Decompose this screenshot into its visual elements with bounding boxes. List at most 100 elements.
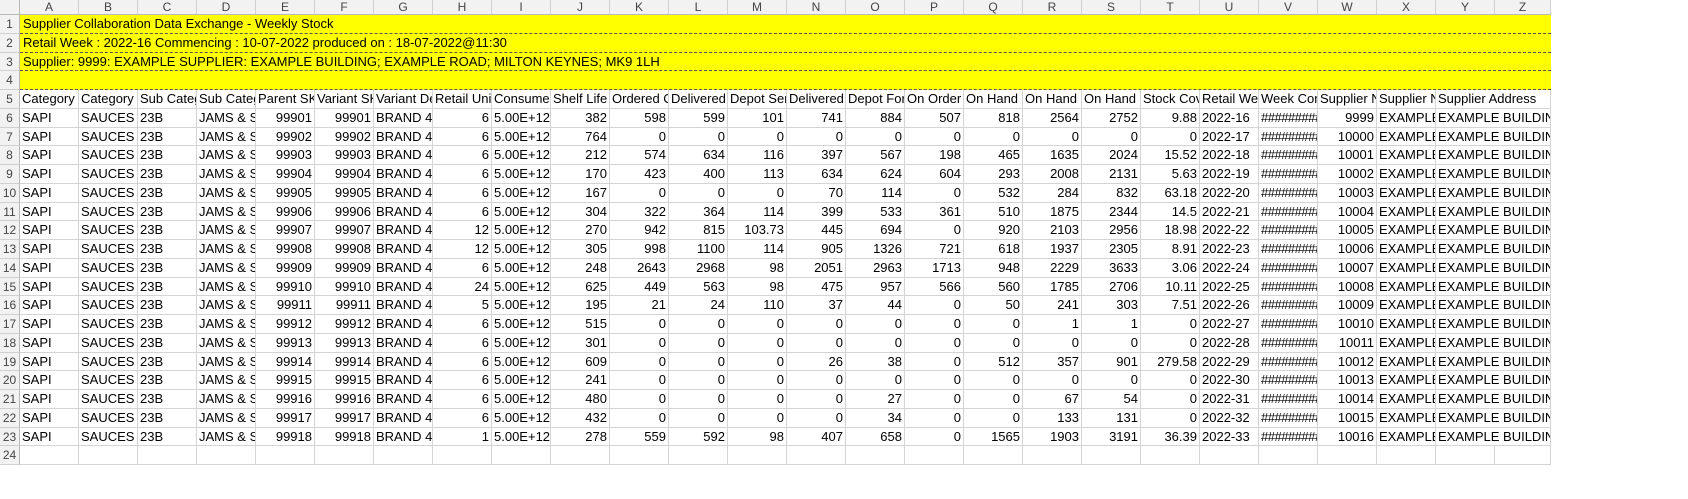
column-title-cell[interactable]: Sub Categ bbox=[197, 90, 256, 109]
table-cell[interactable]: EXAMPLE bbox=[1377, 258, 1436, 278]
table-cell[interactable]: 114 bbox=[846, 183, 905, 203]
table-cell[interactable]: 957 bbox=[846, 277, 905, 297]
table-cell[interactable]: 818 bbox=[964, 108, 1023, 128]
table-cell[interactable]: 99901 bbox=[256, 108, 315, 128]
row-header-11[interactable]: 11 bbox=[0, 202, 20, 222]
table-cell[interactable]: SAPI bbox=[20, 108, 79, 128]
table-cell[interactable]: 0 bbox=[787, 371, 846, 390]
row-header-2[interactable]: 2 bbox=[0, 33, 20, 53]
table-cell[interactable]: 0 bbox=[1082, 127, 1141, 147]
table-cell[interactable]: 2564 bbox=[1023, 108, 1082, 128]
table-cell[interactable]: 67 bbox=[1023, 390, 1082, 409]
table-cell[interactable]: 357 bbox=[1023, 352, 1082, 372]
table-cell[interactable]: 303 bbox=[1082, 296, 1141, 315]
table-cell[interactable]: 618 bbox=[964, 240, 1023, 259]
table-cell[interactable]: 423 bbox=[610, 165, 669, 184]
empty-cell[interactable] bbox=[669, 446, 728, 465]
table-cell[interactable]: 5.00E+12 bbox=[492, 427, 551, 447]
table-cell[interactable]: 99915 bbox=[256, 371, 315, 390]
table-cell[interactable]: 0 bbox=[787, 390, 846, 409]
table-cell[interactable]: 0 bbox=[905, 183, 964, 203]
column-title-cell[interactable]: Delivered bbox=[787, 90, 846, 109]
table-cell[interactable]: 599 bbox=[669, 108, 728, 128]
table-cell[interactable]: EXAMPLE bbox=[1377, 183, 1436, 203]
column-header-i[interactable]: I bbox=[492, 0, 551, 15]
empty-cell[interactable] bbox=[256, 446, 315, 465]
table-cell[interactable]: 0 bbox=[846, 315, 905, 334]
table-cell[interactable]: 37 bbox=[787, 296, 846, 315]
column-header-o[interactable]: O bbox=[846, 0, 905, 15]
table-cell[interactable]: JAMS & SF bbox=[197, 165, 256, 184]
table-cell[interactable]: ######### bbox=[1259, 108, 1318, 128]
banner-line1[interactable]: Supplier Collaboration Data Exchange - W… bbox=[20, 15, 1551, 34]
table-cell[interactable]: BRAND 40 bbox=[374, 258, 433, 278]
table-cell[interactable]: 2229 bbox=[1023, 258, 1082, 278]
table-cell[interactable]: 6 bbox=[433, 390, 492, 409]
table-cell[interactable]: 34 bbox=[846, 408, 905, 428]
table-cell[interactable]: 293 bbox=[964, 165, 1023, 184]
table-cell[interactable]: BRAND 40 bbox=[374, 165, 433, 184]
table-cell[interactable]: 5.00E+12 bbox=[492, 352, 551, 372]
table-cell[interactable]: 533 bbox=[846, 202, 905, 222]
table-cell[interactable]: 5.00E+12 bbox=[492, 108, 551, 128]
table-cell[interactable]: EXAMPLE BUILDING; bbox=[1436, 390, 1551, 409]
column-header-e[interactable]: E bbox=[256, 0, 315, 15]
row-header-18[interactable]: 18 bbox=[0, 333, 20, 353]
empty-cell[interactable] bbox=[433, 446, 492, 465]
column-title-cell[interactable]: On Order bbox=[905, 90, 964, 109]
table-cell[interactable]: 99908 bbox=[315, 240, 374, 259]
table-cell[interactable]: 27 bbox=[846, 390, 905, 409]
table-cell[interactable]: 99912 bbox=[256, 315, 315, 334]
table-cell[interactable]: 99910 bbox=[256, 277, 315, 297]
table-cell[interactable]: SAUCES & bbox=[79, 390, 138, 409]
table-cell[interactable]: 6 bbox=[433, 258, 492, 278]
table-cell[interactable]: JAMS & SF bbox=[197, 277, 256, 297]
table-cell[interactable]: JAMS & SF bbox=[197, 315, 256, 334]
table-cell[interactable]: 23B bbox=[138, 296, 197, 315]
table-cell[interactable]: 0 bbox=[1023, 127, 1082, 147]
table-cell[interactable]: ######### bbox=[1259, 202, 1318, 222]
table-cell[interactable]: 6 bbox=[433, 408, 492, 428]
empty-cell[interactable] bbox=[846, 446, 905, 465]
column-header-n[interactable]: N bbox=[787, 0, 846, 15]
table-cell[interactable]: 2022-30 bbox=[1200, 371, 1259, 390]
table-cell[interactable]: 54 bbox=[1082, 390, 1141, 409]
table-cell[interactable]: EXAMPLE bbox=[1377, 202, 1436, 222]
table-cell[interactable]: 98 bbox=[728, 427, 787, 447]
column-title-cell[interactable]: On Hand C bbox=[1023, 90, 1082, 109]
table-cell[interactable]: 0 bbox=[964, 390, 1023, 409]
table-cell[interactable]: ######### bbox=[1259, 277, 1318, 297]
column-title-cell[interactable]: Depot Ser bbox=[728, 90, 787, 109]
table-cell[interactable]: 70 bbox=[787, 183, 846, 203]
table-cell[interactable]: 0 bbox=[846, 127, 905, 147]
table-cell[interactable]: 449 bbox=[610, 277, 669, 297]
table-cell[interactable]: 10002 bbox=[1318, 165, 1377, 184]
table-cell[interactable]: 432 bbox=[551, 408, 610, 428]
table-cell[interactable]: ######### bbox=[1259, 352, 1318, 372]
table-cell[interactable]: 114 bbox=[728, 202, 787, 222]
column-title-cell[interactable]: Variant De bbox=[374, 90, 433, 109]
table-cell[interactable]: 7.51 bbox=[1141, 296, 1200, 315]
empty-cell[interactable] bbox=[1318, 446, 1377, 465]
table-cell[interactable]: ######### bbox=[1259, 408, 1318, 428]
table-cell[interactable]: 0 bbox=[610, 390, 669, 409]
table-cell[interactable]: 2963 bbox=[846, 258, 905, 278]
table-cell[interactable]: 5.00E+12 bbox=[492, 221, 551, 240]
table-cell[interactable]: 6 bbox=[433, 146, 492, 165]
table-cell[interactable]: 2643 bbox=[610, 258, 669, 278]
column-header-j[interactable]: J bbox=[551, 0, 610, 15]
table-cell[interactable]: 0 bbox=[728, 127, 787, 147]
table-cell[interactable]: BRAND 40 bbox=[374, 371, 433, 390]
table-cell[interactable]: 2022-27 bbox=[1200, 315, 1259, 334]
table-cell[interactable]: SAPI bbox=[20, 277, 79, 297]
table-cell[interactable]: 270 bbox=[551, 221, 610, 240]
table-cell[interactable]: 0 bbox=[1082, 333, 1141, 353]
table-cell[interactable]: 1 bbox=[433, 427, 492, 447]
table-cell[interactable]: 658 bbox=[846, 427, 905, 447]
table-cell[interactable]: 167 bbox=[551, 183, 610, 203]
table-cell[interactable]: 99901 bbox=[315, 108, 374, 128]
table-cell[interactable]: BRAND 40 bbox=[374, 315, 433, 334]
column-header-t[interactable]: T bbox=[1141, 0, 1200, 15]
table-cell[interactable]: 0 bbox=[964, 371, 1023, 390]
table-cell[interactable]: 23B bbox=[138, 333, 197, 353]
